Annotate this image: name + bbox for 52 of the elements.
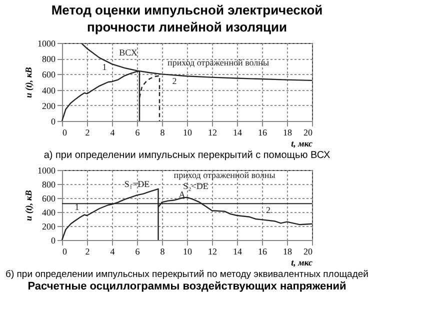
annotation: S₂<DE <box>183 181 209 192</box>
x-tick-label: 14 <box>233 128 242 138</box>
x-tick-label: 10 <box>183 128 192 138</box>
x-tick-label: 4 <box>110 246 116 256</box>
x-tick-label: 0 <box>62 128 68 138</box>
x-tick-label: 10 <box>183 246 192 256</box>
x-tick-label: 14 <box>233 246 242 256</box>
y-tick-label: 600 <box>42 194 56 204</box>
y-tick-label: 0 <box>51 116 56 126</box>
y-tick-label: 0 <box>51 236 56 246</box>
x-tick-label: 20 <box>304 128 313 138</box>
y-tick-label: 400 <box>42 208 56 218</box>
x-axis-title: t, мкс <box>291 138 312 148</box>
x-tick-label: 0 <box>62 246 68 256</box>
y-tick-label: 1000 <box>38 166 56 176</box>
y-tick-label: 1000 <box>38 38 56 48</box>
x-tick-label: 16 <box>258 128 268 138</box>
x-axis-title: t, мкс <box>291 258 312 268</box>
x-tick-label: 4 <box>110 128 116 138</box>
x-tick-label: 8 <box>160 128 166 138</box>
y-tick-label: 800 <box>42 180 56 190</box>
annotation: ВСХ <box>119 47 138 58</box>
y-axis-title: u (t), кВ <box>24 67 34 98</box>
y-axis-title: u (t), кВ <box>24 190 34 221</box>
x-tick-label: 20 <box>304 246 313 256</box>
x-tick-label: 12 <box>208 246 217 256</box>
x-tick-label: 18 <box>283 246 292 256</box>
x-tick-label: 8 <box>160 246 166 256</box>
text: Расчетные осциллограммы воздействующих напряжений <box>28 280 346 292</box>
annotation: 1 <box>102 62 107 72</box>
text: а) при определении импульсных перекрытий с помощью ВСХ <box>44 150 330 161</box>
annotation: A <box>178 190 186 200</box>
annotation: S₁=DE <box>124 179 150 189</box>
x-tick-label: 6 <box>135 246 140 256</box>
y-tick-label: 800 <box>42 54 56 64</box>
y-tick-label: 200 <box>42 100 56 111</box>
y-tick-label: 400 <box>42 85 56 96</box>
x-tick-label: 12 <box>208 128 217 138</box>
x-tick-label: 2 <box>85 128 90 138</box>
annotation: 2 <box>266 204 270 215</box>
annotation: 2 <box>172 76 177 86</box>
x-tick-label: 2 <box>85 246 90 256</box>
x-tick-label: 18 <box>283 128 292 138</box>
x-tick-label: 16 <box>258 246 268 256</box>
annotation: 1 <box>74 202 80 212</box>
chart-title: Метод оценки импульсной электрической прочности линейной изоляции <box>51 2 323 34</box>
x-tick-label: 6 <box>135 128 140 138</box>
y-tick-label: 200 <box>42 222 56 232</box>
annotation: приход отраженной волны <box>168 58 269 68</box>
text: б) при определении импульсных перекрытий по методу эквивалентных площадей <box>6 269 368 280</box>
y-tick-label: 600 <box>42 70 56 80</box>
annotation: приход отраженной волны <box>174 170 276 180</box>
